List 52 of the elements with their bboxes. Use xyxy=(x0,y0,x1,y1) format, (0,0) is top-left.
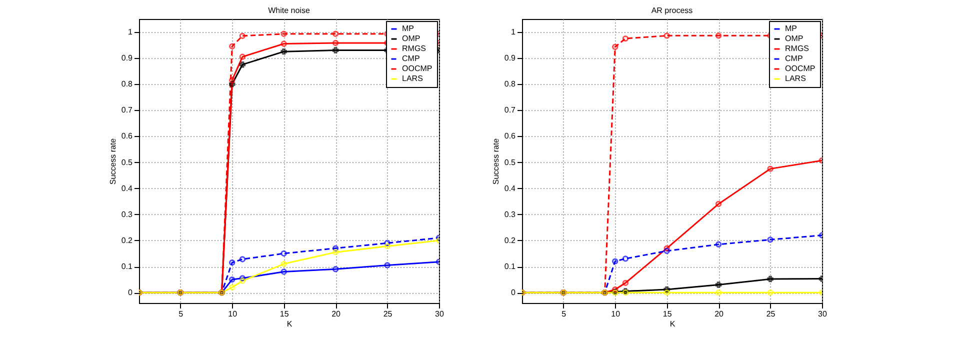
x-tick-label: 10 xyxy=(228,310,238,318)
y-tick-label: 0 xyxy=(511,288,516,298)
x-tick-label: 5 xyxy=(178,310,184,318)
x-axis-title: K xyxy=(286,320,293,328)
legend-label: LARS xyxy=(402,74,423,83)
y-tick-label: 0.7 xyxy=(121,106,134,115)
y-tick-label: 0.9 xyxy=(504,54,516,63)
y-tick-label: 0.5 xyxy=(121,158,134,167)
x-tick-label: 20 xyxy=(332,310,342,318)
y-tick-label: 0.5 xyxy=(504,158,516,167)
x-tick-label: 10 xyxy=(611,310,621,318)
chart-title: White noise xyxy=(268,6,310,15)
y-tick-label: 0.2 xyxy=(121,236,134,245)
chart-title: AR process xyxy=(651,6,693,15)
y-tick-label: 0.3 xyxy=(121,210,134,219)
x-tick-label: 30 xyxy=(435,310,444,318)
x-tick-label: 25 xyxy=(766,310,776,318)
y-tick-label: 0.8 xyxy=(504,80,516,89)
y-tick-label: 0.1 xyxy=(121,262,134,272)
x-tick-label: 30 xyxy=(818,310,828,318)
y-axis-title: Success rate xyxy=(491,138,500,185)
x-tick-label: 25 xyxy=(383,310,393,318)
y-tick-label: 0.9 xyxy=(121,54,134,63)
y-tick-label: 0 xyxy=(128,288,134,298)
y-tick-label: 0.4 xyxy=(121,184,134,193)
x-tick-label: 5 xyxy=(562,310,567,318)
y-tick-label: 0.8 xyxy=(121,80,134,89)
legend-label: OMP xyxy=(785,34,804,43)
legend-label: LARS xyxy=(785,74,806,83)
legend-label: MP xyxy=(402,24,414,33)
legend-label: OOCMP xyxy=(785,64,816,73)
legend-label: MP xyxy=(785,24,797,33)
y-tick-label: 0.3 xyxy=(504,210,516,219)
legend-label: RMGS xyxy=(785,44,809,53)
x-axis-title: K xyxy=(670,320,676,328)
y-tick-label: 0.6 xyxy=(121,132,134,141)
legend-label: OOCMP xyxy=(402,64,432,73)
y-axis-title: Success rate xyxy=(108,138,118,185)
y-tick-label: 1 xyxy=(128,28,134,37)
x-tick-label: 20 xyxy=(714,310,724,318)
y-tick-label: 0.4 xyxy=(504,184,516,193)
legend-label: CMP xyxy=(402,54,420,63)
y-tick-label: 0.7 xyxy=(504,106,516,115)
y-tick-label: 0.2 xyxy=(504,236,516,245)
y-tick-label: 0.6 xyxy=(504,132,516,141)
y-tick-label: 0.1 xyxy=(504,262,516,272)
x-tick-label: 15 xyxy=(662,310,672,318)
x-tick-label: 15 xyxy=(280,310,290,318)
legend-label: RMGS xyxy=(402,44,426,53)
y-tick-label: 1 xyxy=(511,28,516,37)
legend-label: CMP xyxy=(785,54,803,63)
legend-label: OMP xyxy=(402,34,420,43)
